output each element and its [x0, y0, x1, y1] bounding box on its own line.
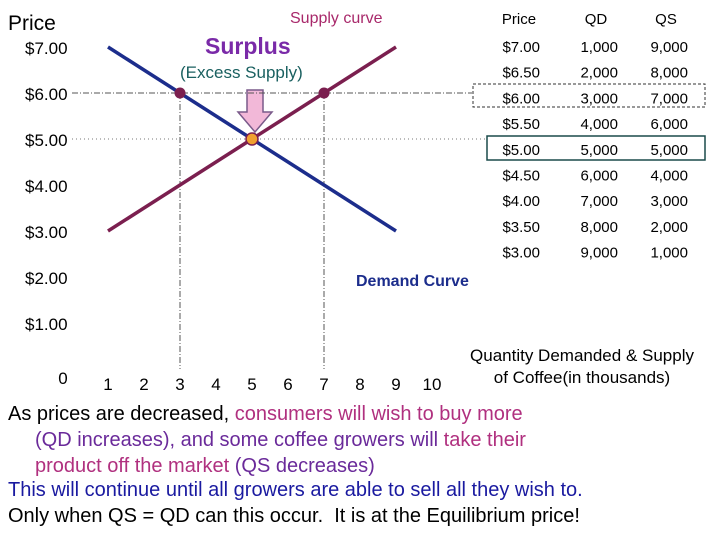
- x-tick-label: 2: [139, 375, 148, 394]
- x-tick-label: 9: [391, 375, 400, 394]
- caption-segment: take their: [444, 429, 527, 451]
- table-cell: 8,000: [580, 219, 618, 236]
- caption-line: product off the market (QS decreases): [35, 455, 375, 477]
- x-tick-label: 10: [423, 375, 442, 394]
- table-cell: 8,000: [650, 65, 688, 82]
- surplus-note: (Excess Supply): [180, 63, 303, 82]
- x-tick-label: 5: [247, 375, 256, 394]
- x-tick-label: 8: [355, 375, 364, 394]
- highlight-point: [174, 87, 186, 99]
- table-cell: 4,000: [650, 168, 688, 185]
- x-axis-label: Quantity Demanded & Supply: [470, 346, 694, 365]
- x-tick-label: 4: [211, 375, 220, 394]
- table-cell: 6,000: [580, 168, 618, 185]
- table-cell: 1,000: [650, 245, 688, 262]
- table-header: QS: [655, 11, 677, 28]
- y-tick-label: $5.00: [25, 131, 68, 150]
- table-cell: 4,000: [580, 116, 618, 133]
- equilibrium-point: [245, 132, 259, 146]
- table-cell: $5.00: [502, 142, 540, 159]
- caption-segment: Only when QS = QD can this occur. It is …: [8, 505, 580, 527]
- caption-line: This will continue until all growers are…: [8, 479, 583, 501]
- row-highlight: [486, 135, 706, 161]
- series-label: Demand Curve: [356, 273, 469, 290]
- table-cell: $4.00: [502, 193, 540, 210]
- table-cell: 5,000: [580, 142, 618, 159]
- table-cell: 3,000: [580, 90, 618, 107]
- y-tick-label: $1.00: [25, 315, 68, 334]
- y-tick-label: $7.00: [25, 39, 68, 58]
- caption-segment: (QD increases), and some coffee growers …: [35, 429, 444, 451]
- row-highlight: [472, 83, 706, 108]
- table-header: QD: [585, 11, 608, 28]
- x-tick-label: 7: [319, 375, 328, 394]
- table-cell: 5,000: [650, 142, 688, 159]
- table-header: Price: [502, 11, 536, 28]
- surplus-label: Surplus: [205, 33, 291, 59]
- table-cell: 9,000: [580, 245, 618, 262]
- caption-line: (QD increases), and some coffee growers …: [35, 429, 526, 451]
- table-cell: $7.00: [502, 39, 540, 56]
- y-tick-label: $4.00: [25, 177, 68, 196]
- caption-segment: consumers will wish to buy more: [235, 403, 523, 425]
- table-cell: 2,000: [580, 65, 618, 82]
- x-tick-label: 0: [58, 369, 67, 388]
- caption-line: Only when QS = QD can this occur. It is …: [8, 505, 580, 527]
- table-cell: 3,000: [650, 193, 688, 210]
- caption-segment: (QS decreases): [235, 455, 375, 477]
- y-tick-label: $2.00: [25, 269, 68, 288]
- caption-line: As prices are decreased, consumers will …: [8, 403, 523, 425]
- table-cell: $5.50: [502, 116, 540, 133]
- table-cell: $4.50: [502, 168, 540, 185]
- x-tick-label: 3: [175, 375, 184, 394]
- y-tick-label: $6.00: [25, 85, 68, 104]
- x-tick-label: 1: [103, 375, 112, 394]
- caption-segment: This will continue until all growers are…: [8, 479, 583, 501]
- table-cell: 7,000: [650, 90, 688, 107]
- caption-segment: product off the market: [35, 455, 235, 477]
- table-cell: 1,000: [580, 39, 618, 56]
- y-tick-label: $3.00: [25, 223, 68, 242]
- table-cell: 9,000: [650, 39, 688, 56]
- x-tick-label: 6: [283, 375, 292, 394]
- caption-segment: As prices are decreased,: [8, 403, 235, 425]
- table-cell: $6.50: [502, 65, 540, 82]
- highlight-point: [318, 87, 330, 99]
- table-cell: 7,000: [580, 193, 618, 210]
- surplus-arrow: [236, 89, 274, 134]
- table-cell: 6,000: [650, 116, 688, 133]
- table-cell: 2,000: [650, 219, 688, 236]
- table-cell: $6.00: [502, 90, 540, 107]
- table-cell: $3.50: [502, 219, 540, 236]
- x-axis-label: of Coffee(in thousands): [494, 368, 670, 387]
- table-cell: $3.00: [502, 245, 540, 262]
- y-axis-label: Price: [8, 12, 56, 35]
- series-label: Supply curve: [290, 10, 383, 27]
